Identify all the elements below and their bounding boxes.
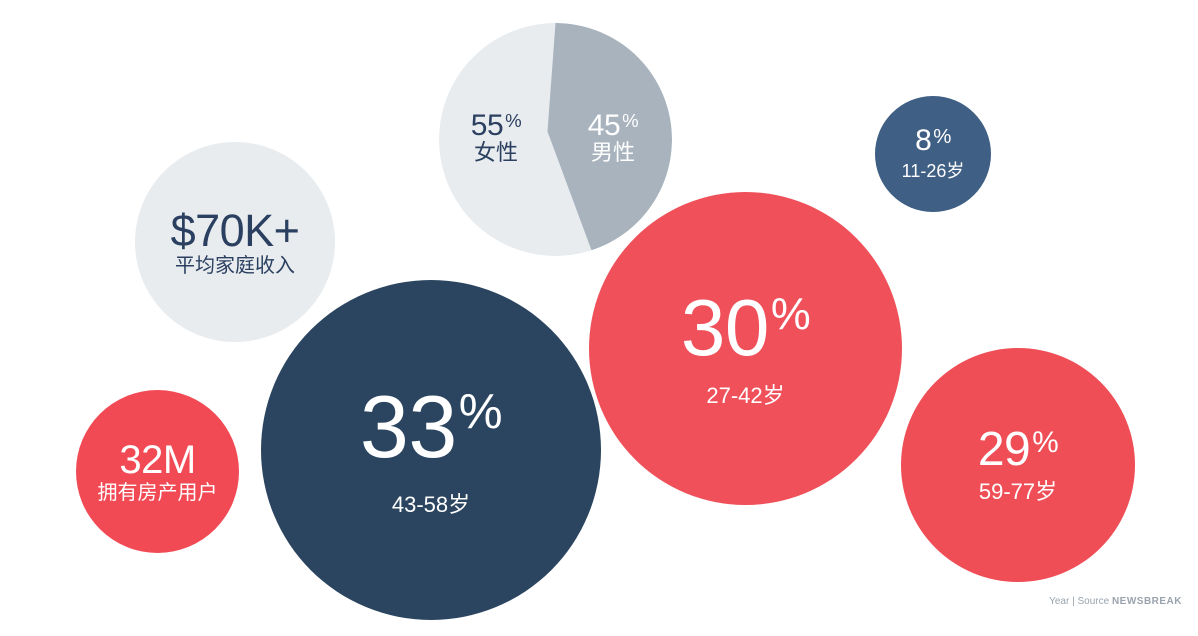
female-percent-sign: % — [505, 109, 522, 131]
female-value: 55 — [470, 109, 504, 142]
gender-pie — [439, 23, 672, 256]
source-footer: Year | Source NEWSBREAK — [1000, 596, 1182, 607]
age-11-26-percent-sign: % — [933, 125, 951, 148]
female-label: 女性 — [473, 140, 518, 165]
female-stat: 55% 女性 — [456, 111, 536, 165]
age-59-77-bubble: 29% 59-77岁 — [901, 348, 1135, 582]
income-bubble: $70K+ 平均家庭收入 — [135, 142, 335, 342]
homeowners-label: 拥有房产用户 — [97, 481, 218, 504]
male-label: 男性 — [590, 140, 635, 165]
age-59-77-value: 29 — [977, 422, 1031, 476]
income-value: $70K+ — [170, 204, 300, 256]
male-stat: 45% 男性 — [573, 111, 653, 165]
gender-pie-male-slice — [547, 23, 672, 251]
male-percent-sign: % — [622, 109, 639, 131]
male-value: 45 — [587, 109, 621, 142]
age-11-26-label: 11-26岁 — [901, 161, 965, 182]
age-11-26-bubble: 8% 11-26岁 — [875, 96, 991, 212]
age-27-42-label: 27-42岁 — [706, 383, 785, 409]
footer-source-label: Source — [1077, 596, 1110, 607]
age-43-58-value: 33 — [359, 376, 457, 476]
gender-bubble: 55% 女性 45% 男性 — [439, 23, 672, 256]
age-43-58-label: 43-58岁 — [391, 491, 471, 517]
age-43-58-bubble: 33% 43-58岁 — [261, 280, 601, 620]
age-59-77-percent-sign: % — [1032, 425, 1059, 459]
age-43-58-percent-sign: % — [458, 383, 503, 439]
age-27-42-value: 30 — [680, 283, 769, 373]
homeowners-bubble: 32M 拥有房产用户 — [76, 390, 239, 553]
income-label: 平均家庭收入 — [175, 254, 295, 277]
footer-brand: NEWSBREAK — [1111, 596, 1182, 607]
footer-separator: | — [1072, 596, 1075, 607]
homeowners-value: 32M — [119, 437, 196, 482]
age-11-26-value: 8 — [915, 124, 932, 158]
age-27-42-percent-sign: % — [770, 288, 811, 339]
age-27-42-bubble: 30% 27-42岁 — [589, 192, 902, 505]
age-59-77-label: 59-77岁 — [978, 478, 1058, 504]
footer-prefix: Year — [1049, 596, 1070, 607]
